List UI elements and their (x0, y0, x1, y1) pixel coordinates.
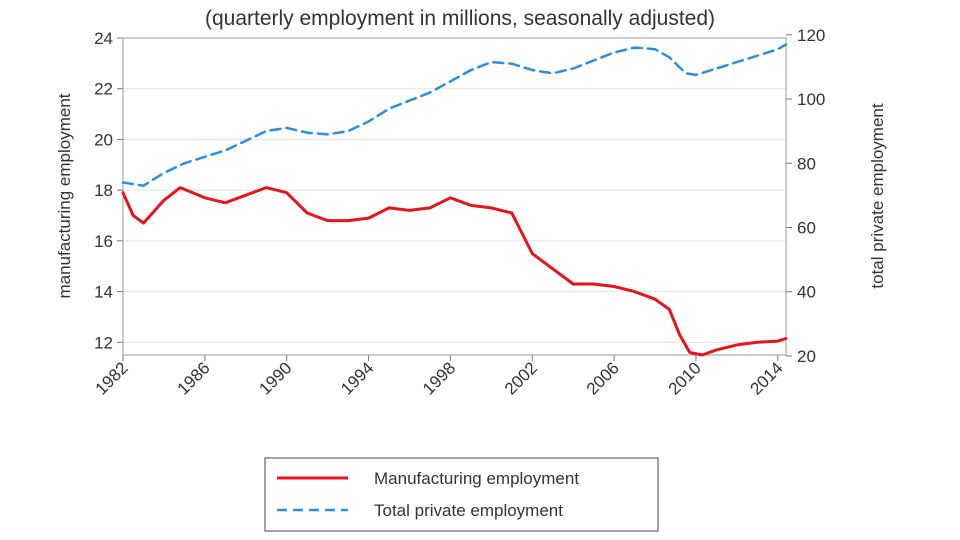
x-tick-label: 1986 (173, 358, 213, 398)
right-tick-label: 80 (797, 154, 816, 173)
x-tick-label: 2010 (665, 358, 705, 398)
right-tick-label: 120 (797, 26, 825, 45)
chart-title: (quarterly employment in millions, seaso… (205, 7, 715, 30)
legend: Manufacturing employment Total private e… (264, 457, 659, 532)
x-axis-ticks: 1982 1986 1990 1994 1998 2002 2006 2010 2014 (92, 355, 787, 399)
left-tick-label: 12 (94, 333, 113, 352)
right-tick-label: 100 (797, 90, 825, 109)
left-tick-label: 18 (94, 181, 113, 200)
right-axis-ticks: 20 40 60 80 100 120 (786, 26, 825, 366)
x-tick-label: 2002 (501, 358, 541, 398)
right-axis-title: total private employment (868, 103, 887, 288)
grid (123, 37, 786, 343)
series-layer (121, 43, 788, 357)
series-line-manufacturing (121, 186, 788, 357)
left-tick-label: 16 (94, 232, 113, 251)
right-tick-label: 40 (797, 283, 816, 302)
x-tick-label: 2006 (583, 358, 623, 398)
plot-frame (122, 37, 787, 356)
right-tick-label: 60 (797, 218, 816, 237)
left-tick-label: 14 (94, 283, 113, 302)
series-line-total-private (121, 43, 788, 187)
left-axis-title: manufacturing employment (55, 93, 74, 298)
left-axis-ticks: 12 14 16 18 20 22 24 (94, 29, 123, 352)
left-tick-label: 22 (94, 80, 113, 99)
right-tick-label: 20 (797, 347, 816, 366)
legend-label-total-private: Total private employment (374, 501, 563, 520)
x-tick-label: 1998 (419, 358, 459, 398)
left-tick-label: 20 (94, 130, 113, 149)
x-tick-label: 2014 (746, 358, 786, 398)
x-tick-label: 1994 (337, 358, 377, 398)
x-tick-label: 1990 (255, 358, 295, 398)
x-tick-label: 1982 (92, 358, 132, 398)
legend-label-manufacturing: Manufacturing employment (374, 469, 579, 488)
legend-box (264, 457, 659, 532)
left-tick-label: 24 (94, 29, 113, 48)
